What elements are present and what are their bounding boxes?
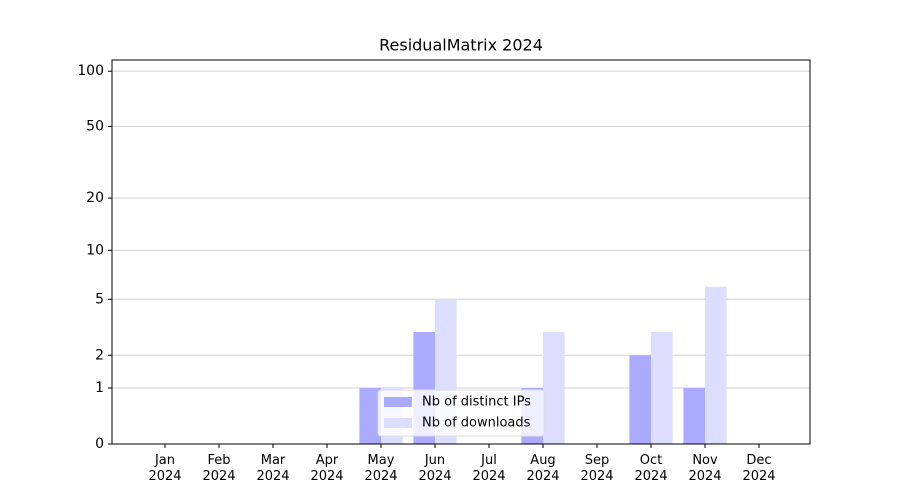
bar (651, 332, 673, 444)
y-tick-label: 0 (95, 436, 104, 452)
x-tick-label: Oct 2024 (634, 453, 668, 484)
y-tick-label: 5 (95, 291, 104, 307)
y-tick-label: 1 (95, 380, 104, 396)
x-tick-label: Jan 2024 (148, 453, 182, 484)
legend-swatch (384, 397, 412, 407)
x-tick-label: Apr 2024 (310, 453, 344, 484)
y-tick-label: 50 (86, 118, 104, 134)
bar (683, 388, 705, 444)
bar (705, 286, 727, 444)
y-tick-label: 100 (77, 63, 104, 79)
chart-title: ResidualMatrix 2024 (379, 36, 543, 55)
legend-box (377, 389, 545, 437)
bar (629, 355, 651, 444)
x-tick-label: Dec 2024 (742, 453, 776, 484)
y-tick-label: 20 (86, 190, 104, 206)
y-tick-label: 2 (95, 347, 104, 363)
x-tick-label: Sep 2024 (580, 453, 614, 484)
x-tick-label: Nov 2024 (688, 453, 722, 484)
legend-label: Nb of distinct IPs (422, 395, 531, 410)
x-tick-label: Feb 2024 (202, 453, 236, 484)
bar (359, 388, 381, 444)
x-tick-label: Aug 2024 (526, 453, 560, 484)
bar (543, 332, 565, 444)
x-tick-label: Jul 2024 (472, 453, 506, 484)
legend-label: Nb of downloads (422, 416, 531, 431)
y-tick-label: 10 (86, 242, 104, 258)
plot-frame (111, 59, 811, 445)
x-tick-label: Jun 2024 (418, 453, 452, 484)
legend-swatch (384, 418, 412, 428)
x-tick-label: Mar 2024 (256, 453, 290, 484)
x-tick-label: May 2024 (364, 453, 398, 484)
